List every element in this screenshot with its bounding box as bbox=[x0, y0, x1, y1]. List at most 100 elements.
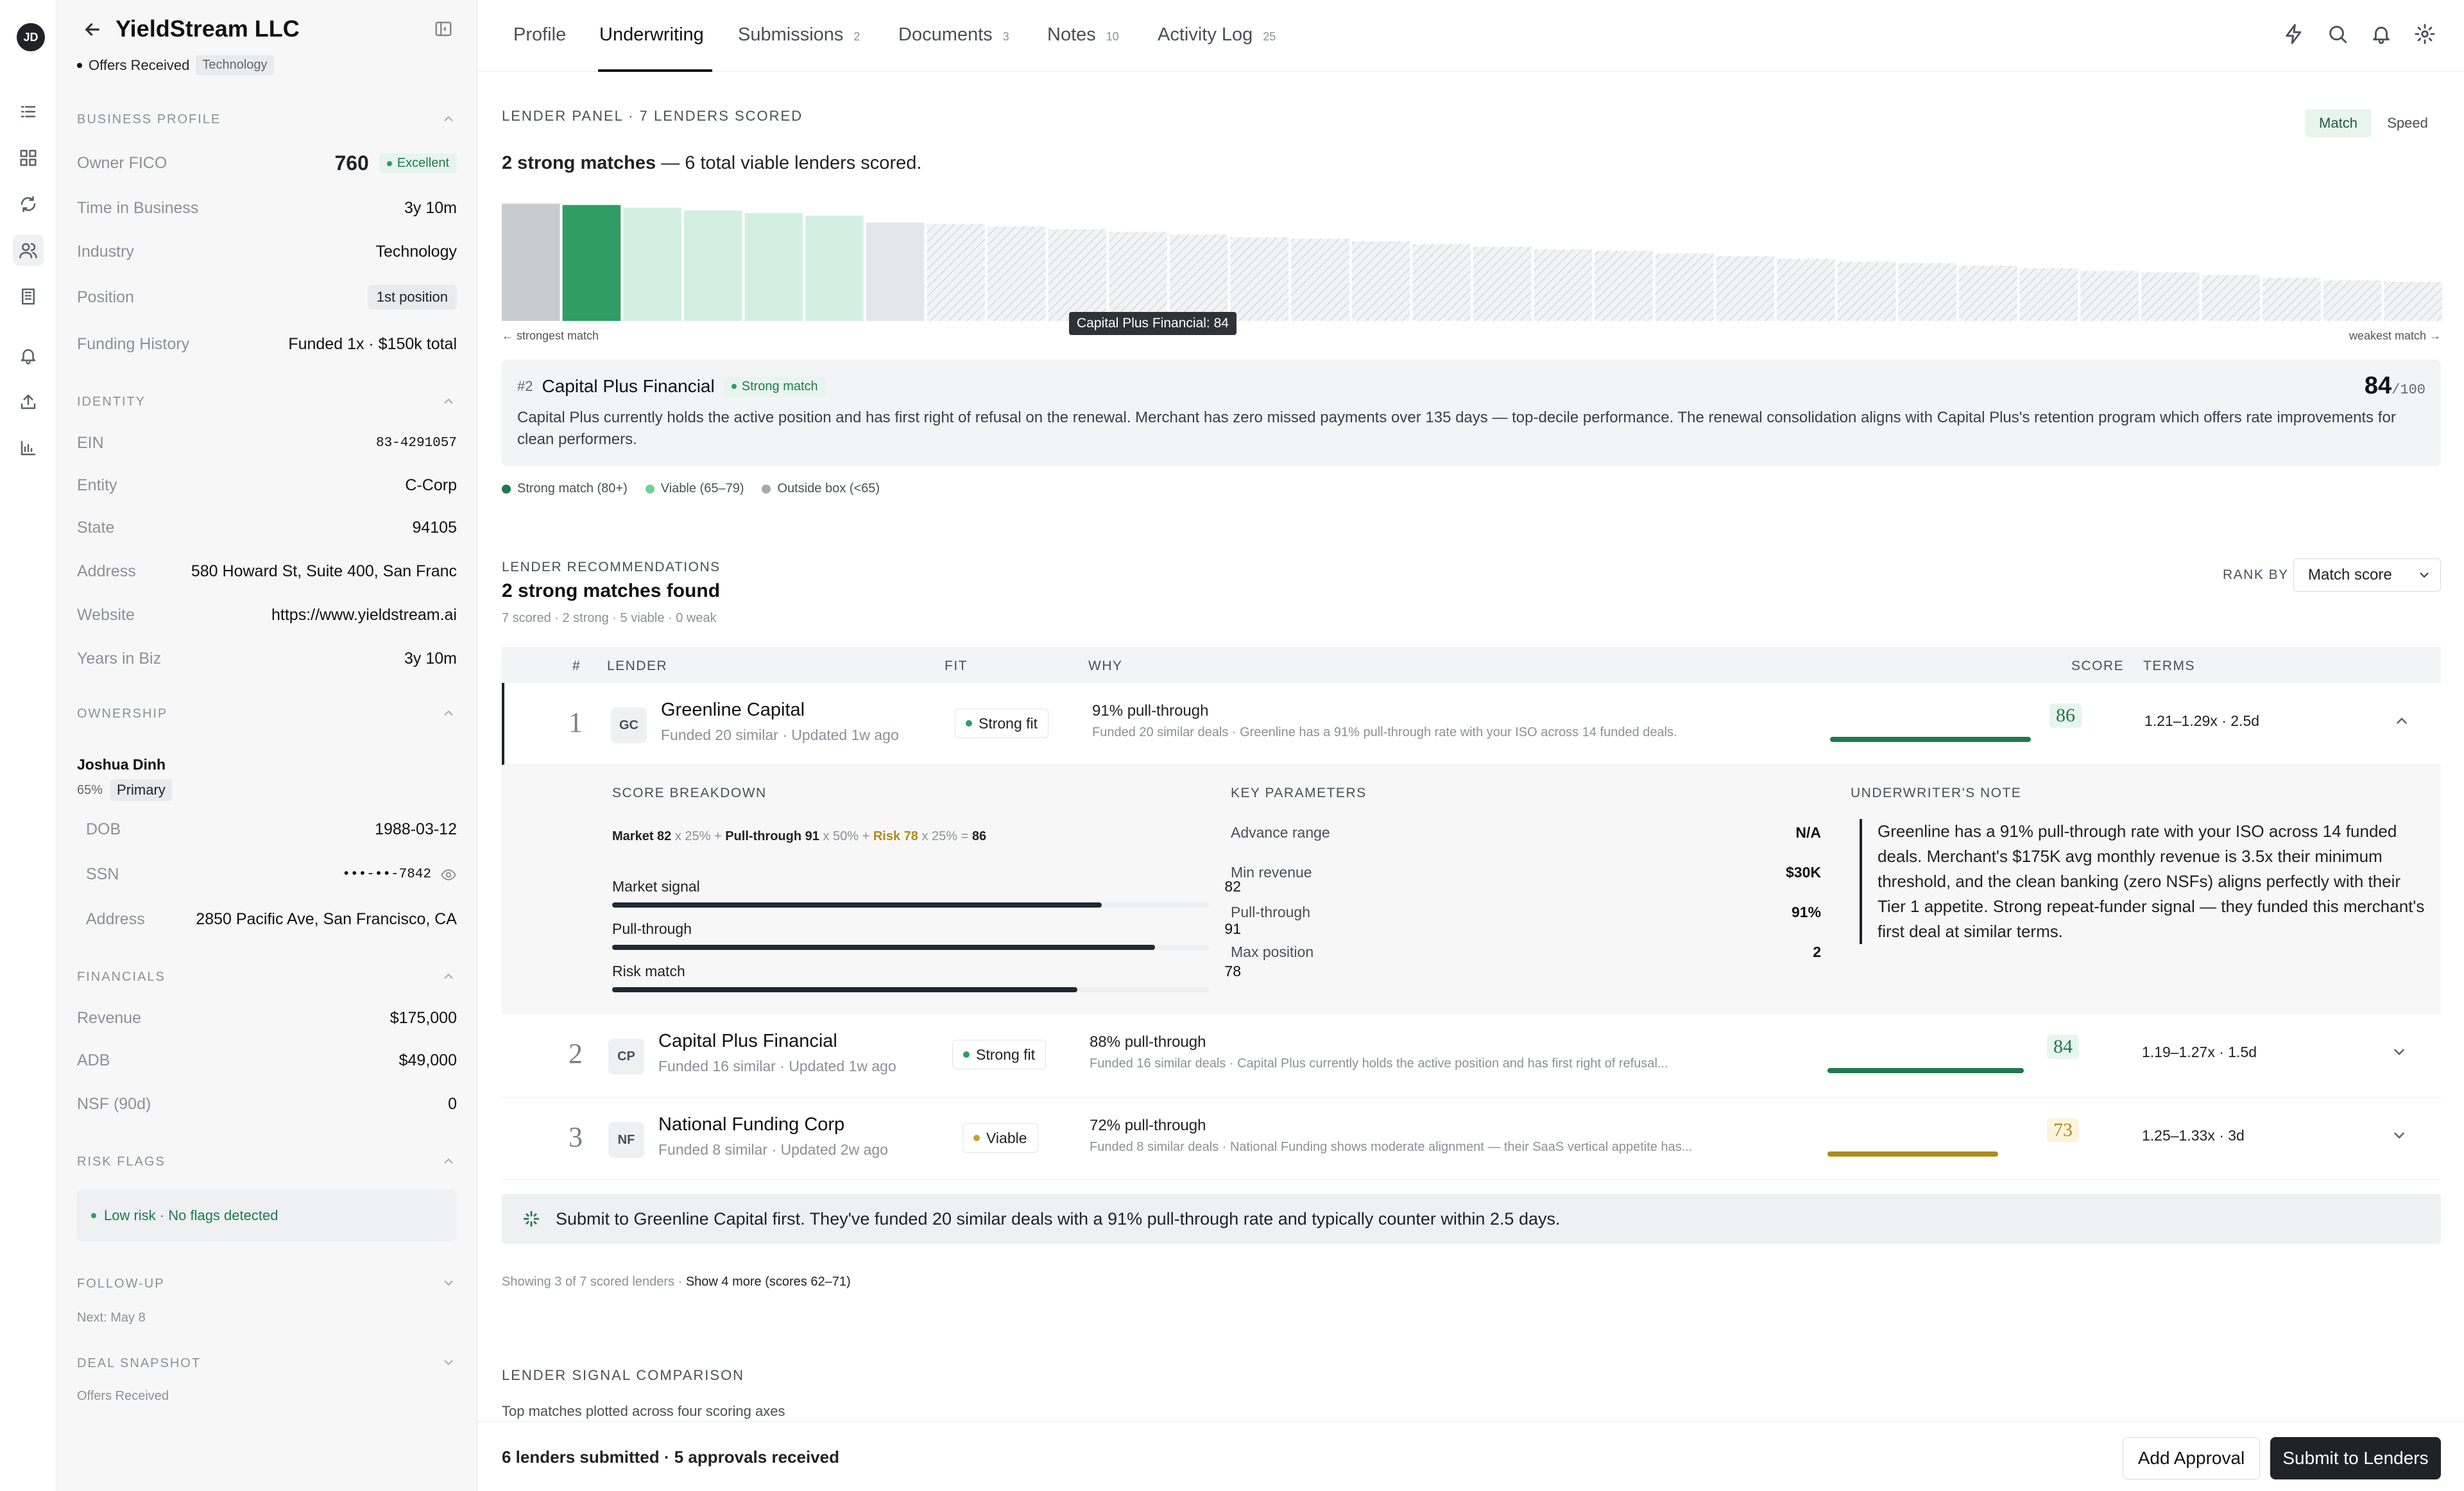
chevron-down-icon[interactable] bbox=[2391, 1127, 2409, 1145]
lender-bar[interactable] bbox=[1595, 250, 1653, 321]
chevron-up-icon[interactable] bbox=[441, 394, 457, 409]
lender-bar[interactable] bbox=[2384, 282, 2442, 321]
lender-bar[interactable] bbox=[1169, 234, 1228, 321]
main-content: Profile Underwriting Submissions 2 Docume… bbox=[477, 0, 2464, 1491]
lender-bar[interactable] bbox=[805, 216, 864, 321]
lender-name[interactable]: Greenline Capital bbox=[661, 700, 805, 720]
lender-bar[interactable] bbox=[562, 205, 621, 321]
lender-bar[interactable] bbox=[1473, 246, 1532, 322]
bell-icon[interactable] bbox=[13, 340, 44, 371]
bar-tooltip: Capital Plus Financial: 84 bbox=[1069, 312, 1236, 335]
tab-activity-log[interactable]: Activity Log 25 bbox=[1158, 24, 1276, 46]
chart-icon[interactable] bbox=[13, 433, 44, 463]
chevron-up-icon[interactable] bbox=[2393, 712, 2411, 730]
lightning-icon[interactable] bbox=[2283, 23, 2309, 49]
tab-underwriting[interactable]: Underwriting bbox=[599, 24, 704, 46]
chevron-up-icon[interactable] bbox=[441, 112, 457, 127]
lender-bar[interactable] bbox=[1291, 238, 1349, 321]
ein-row: EIN 83-4291057 bbox=[77, 434, 457, 452]
lender-name[interactable]: National Funding Corp bbox=[658, 1114, 845, 1135]
lender-bar[interactable] bbox=[2202, 275, 2261, 321]
chevron-down-icon[interactable] bbox=[441, 1276, 457, 1291]
panel-summary: 2 strong matches — 6 total viable lender… bbox=[502, 153, 921, 174]
eye-icon[interactable] bbox=[440, 866, 457, 883]
users-icon[interactable] bbox=[13, 235, 44, 266]
toggle-speed[interactable]: Speed bbox=[2387, 115, 2428, 131]
deal-snapshot-header[interactable]: DEAL SNAPSHOT bbox=[77, 1356, 457, 1371]
lender-bar[interactable] bbox=[866, 222, 925, 321]
lender-bar[interactable] bbox=[1351, 241, 1410, 321]
lender-name[interactable]: Capital Plus Financial bbox=[658, 1031, 837, 1051]
lender-bar[interactable] bbox=[1898, 263, 1956, 321]
lender-bar[interactable] bbox=[1534, 249, 1593, 321]
tab-submissions[interactable]: Submissions 2 bbox=[738, 24, 860, 46]
identity-header[interactable]: IDENTITY bbox=[77, 394, 457, 409]
lender-bar[interactable] bbox=[2019, 268, 2078, 321]
param-row: Max position 2 bbox=[1231, 944, 1821, 961]
ein-value: 83-4291057 bbox=[375, 436, 457, 451]
score-bar bbox=[1827, 1068, 2024, 1073]
lender-bar[interactable] bbox=[1655, 254, 1714, 321]
lender-bar[interactable] bbox=[623, 207, 681, 321]
entity-label: Entity bbox=[77, 476, 117, 494]
lender-bar[interactable] bbox=[1412, 244, 1471, 321]
financials-header[interactable]: FINANCIALS bbox=[77, 969, 457, 985]
lender-bar[interactable] bbox=[1109, 232, 1167, 321]
collapse-sidebar-icon[interactable] bbox=[434, 19, 456, 41]
avatar[interactable]: JD bbox=[17, 23, 45, 51]
lender-bar[interactable] bbox=[1837, 261, 1896, 321]
tab-notes[interactable]: Notes 10 bbox=[1047, 24, 1119, 46]
show-more-link[interactable]: Show 4 more (scores 62–71) bbox=[685, 1275, 851, 1289]
row-expanded-details bbox=[502, 765, 2441, 1014]
lender-bar[interactable] bbox=[2323, 280, 2382, 321]
score-badge: 73 bbox=[2047, 1118, 2079, 1142]
refresh-icon[interactable] bbox=[13, 189, 44, 220]
search-icon[interactable] bbox=[2327, 23, 2352, 49]
gear-icon[interactable] bbox=[2414, 23, 2440, 49]
legend-outside: Outside box (<65) bbox=[762, 481, 880, 496]
chevron-up-icon[interactable] bbox=[441, 706, 457, 721]
lender-bar[interactable] bbox=[1048, 229, 1107, 321]
lender-bar[interactable] bbox=[2141, 272, 2200, 321]
follow-up-header[interactable]: FOLLOW-UP bbox=[77, 1276, 457, 1291]
toggle-match[interactable]: Match bbox=[2305, 109, 2372, 137]
chevron-down-icon bbox=[2420, 573, 2429, 578]
rank-by-select[interactable]: Match score bbox=[2293, 558, 2441, 592]
lender-bar[interactable] bbox=[744, 213, 803, 321]
submit-to-lenders-button[interactable]: Submit to Lenders bbox=[2270, 1437, 2441, 1479]
lender-bar[interactable] bbox=[988, 227, 1046, 321]
chevron-up-icon[interactable] bbox=[441, 969, 457, 985]
table-row[interactable]: 3 NF National Funding Corp Funded 8 simi… bbox=[502, 1098, 2441, 1180]
chevron-up-icon[interactable] bbox=[441, 1154, 457, 1169]
owner-fico-row: Owner FICO 760 Excellent bbox=[77, 151, 457, 175]
why-detail: Funded 8 similar deals · National Fundin… bbox=[1090, 1140, 1693, 1154]
add-approval-button[interactable]: Add Approval bbox=[2123, 1437, 2260, 1479]
ownership-header[interactable]: OWNERSHIP bbox=[77, 706, 457, 721]
chevron-down-icon[interactable] bbox=[441, 1356, 457, 1371]
risk-flags-header[interactable]: RISK FLAGS bbox=[77, 1154, 457, 1169]
bell-icon[interactable] bbox=[2370, 23, 2396, 49]
back-arrow-icon[interactable] bbox=[82, 19, 105, 42]
lender-bar[interactable] bbox=[1959, 265, 2017, 321]
chevron-down-icon[interactable] bbox=[2391, 1044, 2409, 1062]
section-title: FINANCIALS bbox=[77, 969, 166, 984]
table-row[interactable]: 1 GC Greenline Capital Funded 20 similar… bbox=[502, 683, 2441, 765]
lender-bar[interactable] bbox=[927, 223, 985, 321]
table-row[interactable]: 2 CP Capital Plus Financial Funded 16 si… bbox=[502, 1014, 2441, 1098]
dashboard-icon[interactable] bbox=[13, 142, 44, 173]
lender-bar[interactable] bbox=[683, 210, 742, 321]
lender-bar[interactable] bbox=[1230, 237, 1289, 321]
building-icon[interactable] bbox=[13, 281, 44, 312]
tab-documents[interactable]: Documents 3 bbox=[898, 24, 1009, 46]
tab-profile[interactable]: Profile bbox=[513, 24, 566, 46]
tasks-icon[interactable] bbox=[13, 96, 44, 127]
formula-weight: x 25% + bbox=[671, 829, 726, 843]
lender-bar[interactable] bbox=[1716, 256, 1775, 321]
lender-bar[interactable] bbox=[2263, 277, 2321, 321]
lender-bar[interactable] bbox=[1777, 259, 1835, 321]
website-link[interactable]: https://www.yieldstream.ai bbox=[271, 606, 457, 624]
business-profile-header[interactable]: BUSINESS PROFILE bbox=[77, 112, 457, 127]
lender-bar[interactable] bbox=[2080, 271, 2139, 321]
lender-bar[interactable] bbox=[502, 203, 560, 321]
upload-icon[interactable] bbox=[13, 386, 44, 417]
